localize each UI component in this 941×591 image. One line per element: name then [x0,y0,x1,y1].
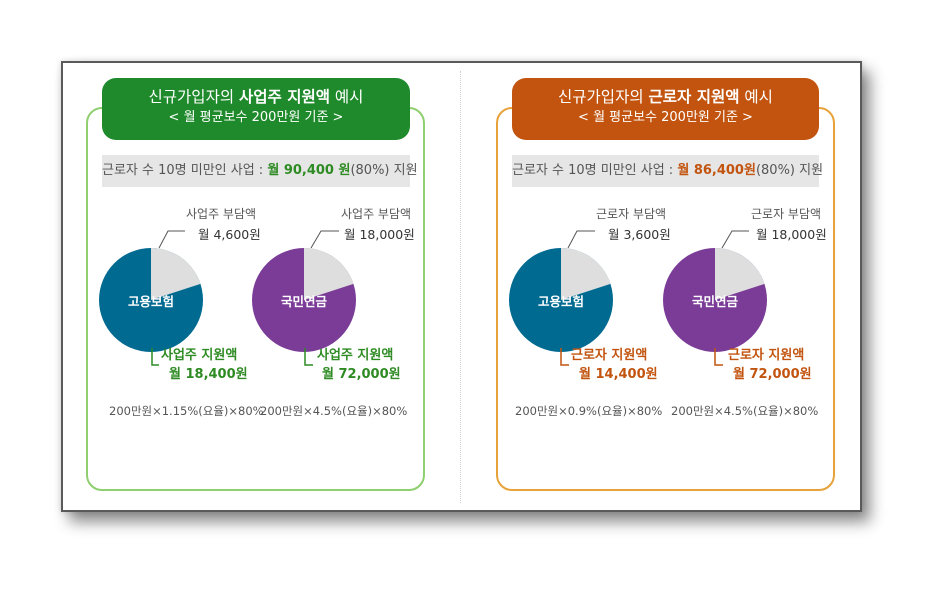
leader-support-line [151,348,159,366]
leader-share-line [567,230,595,249]
left-pie1-share-amount: 월 4,600원 [198,227,261,242]
right-banner: 근로자 수 10명 미만인 사업 : 월 86,400원(80%) 지원 [512,155,823,187]
right-pie1-support-label: 근로자 지원액 [571,348,648,363]
right-pie1-center-label: 고용보험 [537,294,584,309]
left-pie2-center-label: 국민연금 [280,294,327,309]
left-pie1-center-label: 고용보험 [127,294,174,309]
right-pie2-formula: 200만원×4.5%(요율)×80% [671,404,819,418]
right-banner-prefix: 근로자 수 10명 미만인 사업 : [512,163,678,178]
right-pie2-support-label: 근로자 지원액 [728,348,805,363]
right-title-prefix: 신규가입자의 [558,88,649,106]
right-pie2-center-label: 국민연금 [691,294,738,309]
right-pie1-formula: 200만원×0.9%(요율)×80% [515,404,663,418]
left-title-suffix: 예시 [330,88,364,106]
left-national-pension-pie [252,248,356,352]
pie-share-slice [304,248,354,300]
left-pie2-support-label: 사업주 지원액 [317,348,394,363]
left-pie1-share-label: 사업주 부담액 [186,207,257,221]
leader-share-line [158,230,185,249]
left-pie2-share-label: 사업주 부담액 [341,207,412,221]
leader-support-line [304,348,313,366]
left-pie1-leaders [151,230,185,366]
right-title-suffix: 예시 [739,88,773,106]
left-employment-insurance-pie [99,248,203,352]
left-title-prefix: 신규가입자의 [148,88,240,106]
right-pie1-leaders [560,230,595,366]
pie-share-slice [561,248,611,300]
left-title-bold: 사업주 지원액 [239,88,330,106]
left-subtitle: < 월 평균보수 200만원 기준 > [168,110,344,125]
left-banner-amount: 월 90,400 원 [267,163,351,178]
right-pie2-leaders [714,230,749,366]
right-pie2-share-label: 근로자 부담액 [751,207,822,221]
right-pie1-share-label: 근로자 부담액 [596,207,667,221]
left-banner-prefix: 근로자 수 10명 미만인 사업 : [102,163,268,178]
right-banner-amount: 월 86,400원 [677,163,756,178]
left-pie2-formula: 200만원×4.5%(요율)×80% [260,404,408,418]
left-banner-suffix: (80%) 지원 [350,163,418,178]
left-pie1-formula: 200만원×1.15%(요율)×80% [109,404,264,418]
leader-support-line [714,348,723,366]
right-panel-title: 신규가입자의 근로자 지원액 예시 < 월 평균보수 200만원 기준 > [512,78,819,140]
leader-share-line [721,230,749,249]
right-pie2-support-amount: 월 72,000원 [733,367,812,382]
right-pie2-share-amount: 월 18,000원 [756,227,827,242]
left-banner: 근로자 수 10명 미만인 사업 : 월 90,400 원(80%) 지원 [102,155,418,187]
center-divider [460,71,461,503]
right-banner-suffix: (80%) 지원 [755,163,824,178]
left-pie2-leaders [304,230,339,366]
right-national-pension-pie [663,248,767,352]
pie-share-slice [715,248,765,300]
leader-share-line [310,230,339,249]
left-pie1-support-label: 사업주 지원액 [161,348,238,363]
right-employment-insurance-pie [509,248,613,352]
right-pie1-support-amount: 월 14,400원 [579,367,658,382]
left-pie1-support-amount: 월 18,400원 [169,367,248,382]
left-panel-title: 신규가입자의 사업주 지원액 예시 < 월 평균보수 200만원 기준 > [102,78,410,140]
infographic-frame: 신규가입자의 사업주 지원액 예시 < 월 평균보수 200만원 기준 > 근로… [61,61,862,512]
right-title-bold: 근로자 지원액 [648,88,740,106]
right-pie1-share-amount: 월 3,600원 [608,227,671,242]
leader-support-line [560,348,569,366]
right-subtitle: < 월 평균보수 200만원 기준 > [578,110,753,125]
pie-share-slice [151,248,201,300]
left-pie2-support-amount: 월 72,000원 [322,367,401,382]
left-pie2-share-amount: 월 18,000원 [344,227,415,242]
